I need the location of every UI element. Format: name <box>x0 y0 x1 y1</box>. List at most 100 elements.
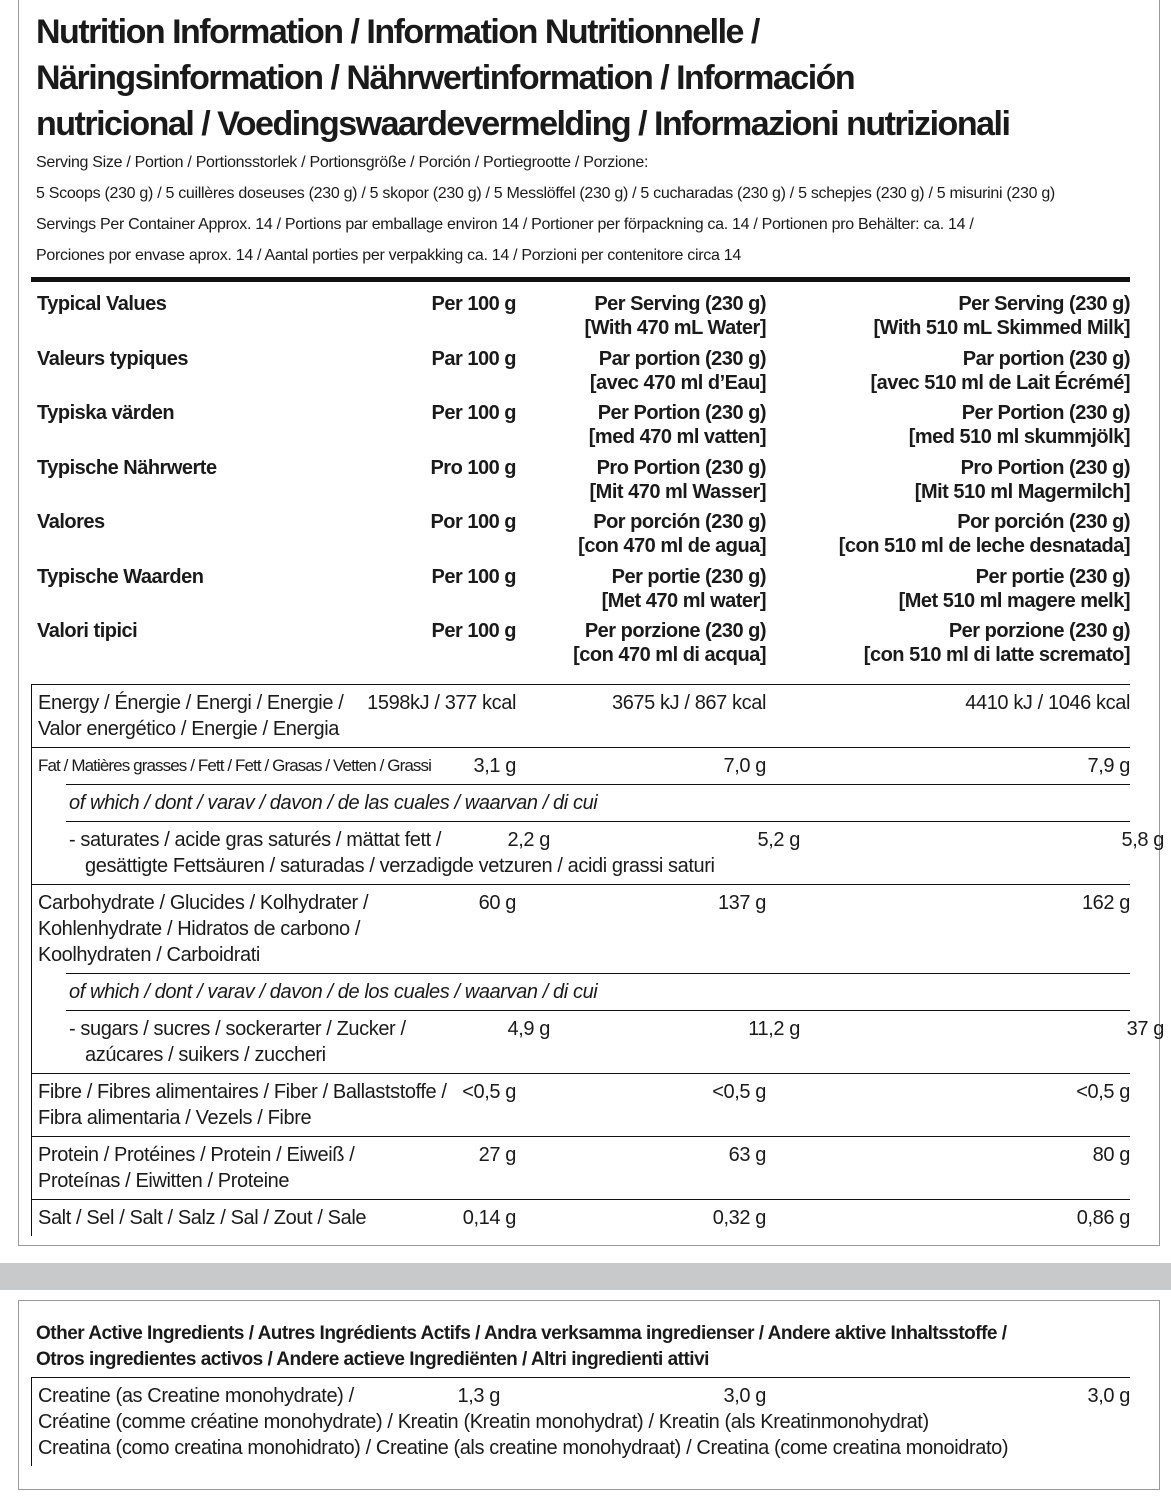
separator-band <box>0 1263 1171 1290</box>
header-block: Typical Values Per 100 g Per Serving (230 … <box>31 292 1131 674</box>
nutrient-row: Protein / Protéines / Protein / Eiweiß /… <box>32 1137 1130 1199</box>
header-line: Per portie (230 g) <box>611 565 767 588</box>
other-ingredients-panel: Other Active Ingredients / Autres Ingréd… <box>18 1300 1160 1490</box>
header-line: Per porzione (230 g) <box>584 620 767 642</box>
nutrient-row: Creatine (as Creatine monohydrate) / Créa… <box>32 1378 1130 1466</box>
header-line: [With 510 mL Skimmed Milk] <box>873 317 1130 339</box>
nutrient-group: Salt / Sel / Salt / Salz / Sal / Zout / … <box>32 1198 1130 1236</box>
value-milk: 80 g <box>1092 1143 1131 1166</box>
value-per-100: 0,14 g <box>462 1206 517 1229</box>
serving-line: Porciones por envase aprox. 14 / Aantal … <box>36 247 741 264</box>
header-label: Valeurs typiques <box>37 347 188 370</box>
nutrient-row: Energy / Énergie / Energi / Energie / Val… <box>32 685 1130 747</box>
header-line: Per Portion (230 g) <box>961 402 1131 424</box>
value-milk: 162 g <box>1081 891 1130 914</box>
header-milk: Per porzione (230 g) [con 510 ml di latte… <box>863 619 1131 667</box>
header-label: Valori tipici <box>37 620 138 642</box>
nutrient-label: Créatine (comme créatine monohydrate) / … <box>38 1411 929 1433</box>
serving-line: Servings Per Container Approx. 14 / Port… <box>36 216 974 233</box>
value-milk: 4410 kJ / 1046 kcal <box>965 691 1130 714</box>
header-line: Per Serving (230 g) <box>594 293 766 315</box>
header-line: [con 510 ml de leche desnatada] <box>838 535 1131 557</box>
value-water: 5,2 g <box>757 828 801 851</box>
value-water: 3,0 g <box>723 1385 767 1407</box>
header-line: [con 510 ml di latte scremato] <box>863 644 1131 666</box>
value-milk: 3,0 g <box>1087 1385 1131 1407</box>
title-line: nutricional / Voedingswaardevermelding /… <box>36 105 1011 143</box>
header-line: Per Serving (230 g) <box>958 293 1130 315</box>
header-water: Par portion (230 g) [avec 470 ml d’Eau] <box>589 347 767 395</box>
nutrient-label: Carbohydrate / Glucides / Kolhydrater / <box>38 891 369 914</box>
header-row: Typical Values Per 100 g Per Serving (230 … <box>31 292 1130 347</box>
value-per-100: 4,9 g <box>507 1017 551 1040</box>
value-water: 7,0 g <box>723 754 767 777</box>
nutrient-label: Valor energético / Energie / Energia <box>38 717 339 740</box>
value-water: 11,2 g <box>748 1017 800 1040</box>
value-water: 3675 kJ / 867 kcal <box>611 691 766 714</box>
header-milk: Per portie (230 g) [Met 510 ml magere mel… <box>899 565 1131 613</box>
serving-line: 5 Scoops (230 g) / 5 cuillères doseuses … <box>36 185 1055 202</box>
header-label: Typische Nährwerte <box>37 456 217 479</box>
header-line: Per porzione (230 g) <box>948 620 1131 642</box>
value-milk: <0,5 g <box>1076 1080 1130 1103</box>
header-line: Per Portion (230 g) <box>597 402 767 424</box>
nutrient-label: azúcares / suikers / zuccheri <box>85 1043 326 1066</box>
value-per-100: 1,3 g <box>457 1385 501 1407</box>
nutrient-label: Proteínas / Eiwitten / Proteine <box>38 1169 290 1192</box>
nutrient-row: Salt / Sel / Salt / Salz / Sal / Zout / … <box>32 1200 1130 1236</box>
nutrient-label: - saturates / acide gras saturés / mätta… <box>69 828 442 851</box>
value-per-100: 60 g <box>478 891 517 914</box>
value-per-100: <0,5 g <box>462 1080 516 1103</box>
header-per-100: Per 100 g <box>431 293 517 315</box>
header-water: Per portie (230 g) [Met 470 ml water] <box>601 565 767 613</box>
divider <box>31 277 1130 282</box>
header-water: Pro Portion (230 g) [Mit 470 ml Wasser] <box>590 456 767 504</box>
value-per-100: 27 g <box>478 1143 517 1166</box>
value-milk: 7,9 g <box>1087 754 1131 777</box>
header-water: Per Portion (230 g) [med 470 ml vatten] <box>588 401 767 449</box>
header-milk: Par portion (230 g) [avec 510 ml de Lait … <box>871 347 1131 395</box>
other-title-line: Otros ingredientes activos / Andere acti… <box>36 1349 709 1370</box>
other-title: Other Active Ingredients / Autres Ingréd… <box>36 1321 1130 1373</box>
nutrient-row: Fibre / Fibres alimentaires / Fiber / Ba… <box>32 1074 1130 1136</box>
title: Nutrition Information / Information Nutr… <box>36 9 1159 147</box>
value-water: 63 g <box>728 1143 767 1166</box>
header-milk: Pro Portion (230 g) [Mit 510 ml Magermilc… <box>914 456 1131 504</box>
nutrient-group: Energy / Énergie / Energi / Energie / Val… <box>32 683 1130 747</box>
value-water: <0,5 g <box>712 1080 766 1103</box>
header-line: [Mit 470 ml Wasser] <box>589 480 767 503</box>
header-line: Pro Portion (230 g) <box>960 456 1131 479</box>
header-milk: Per Portion (230 g) [med 510 ml skummjölk… <box>908 401 1131 449</box>
header-per-100: Par 100 g <box>431 347 517 370</box>
nutrient-label: Protein / Protéines / Protein / Eiweiß / <box>38 1143 355 1166</box>
nutrient-label: Creatina (como creatina monohidrato) / C… <box>38 1437 1009 1459</box>
serving-info: Serving Size / Portion / Portionsstorlek… <box>36 147 1159 271</box>
value-milk: 0,86 g <box>1076 1206 1131 1229</box>
value-milk: 5,8 g <box>1121 828 1165 851</box>
nutrient-label: Fat / Matières grasses / Fett / Fett / G… <box>38 755 432 775</box>
header-line: [With 470 mL Water] <box>584 317 767 339</box>
nutrient-group: Fibre / Fibres alimentaires / Fiber / Ba… <box>32 1072 1130 1136</box>
header-line: [med 470 ml vatten] <box>588 426 767 448</box>
header-milk: Por porción (230 g) [con 510 ml de leche … <box>838 510 1131 558</box>
header-line: Par portion (230 g) <box>598 347 767 370</box>
header-row: Typische Waarden Per 100 g Per portie (230… <box>31 565 1131 620</box>
header-line: [Met 470 ml water] <box>601 589 767 612</box>
value-per-100: 3,1 g <box>473 754 517 777</box>
header-line: [con 470 ml de agua] <box>578 535 766 557</box>
value-per-100: 1598kJ / 377 kcal <box>367 691 516 714</box>
nutrient-label: Fibra alimentaria / Vezels / Fibre <box>38 1106 312 1129</box>
header-line: Par portion (230 g) <box>962 347 1131 370</box>
header-line: [avec 470 ml d’Eau] <box>589 371 767 394</box>
value-per-100: 2,2 g <box>507 828 551 851</box>
nutrient-row: Fat / Matières grasses / Fett / Fett / G… <box>32 748 1130 784</box>
header-line: [con 470 ml di acqua] <box>573 644 766 666</box>
header-row: Typiska värden Per 100 g Per Portion (230 … <box>31 401 1131 456</box>
header-row: Typische Nährwerte Pro 100 g Pro Portion (… <box>31 456 1131 511</box>
header-line: [Mit 510 ml Magermilch] <box>914 480 1131 503</box>
header-line: Por porción (230 g) <box>593 511 766 533</box>
header-line: [med 510 ml skummjölk] <box>908 426 1131 448</box>
value-water: 0,32 g <box>712 1206 767 1229</box>
nutrient-group: Fat / Matières grasses / Fett / Fett / G… <box>32 746 1164 884</box>
nutrient-label: Salt / Sel / Salt / Salz / Sal / Zout / … <box>38 1206 367 1229</box>
